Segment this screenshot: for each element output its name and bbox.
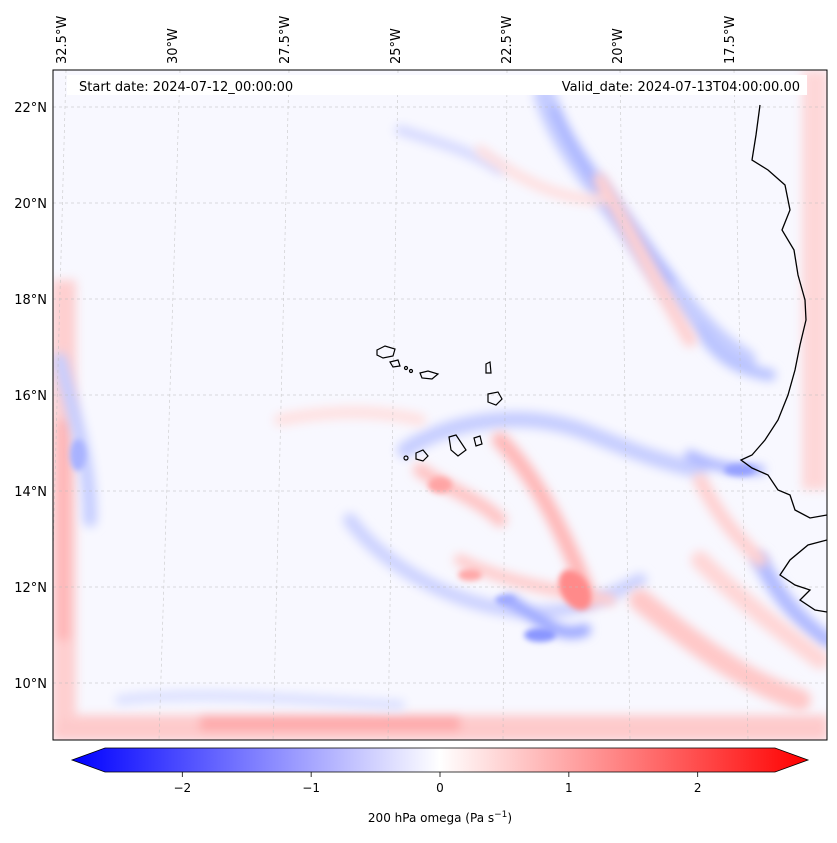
- longitude-labels: 32.5°W 30°W 27.5°W 25°W 22.5°W 20°W 17.5…: [55, 16, 738, 64]
- lat-label: 12°N: [14, 581, 47, 596]
- lat-label: 18°N: [14, 293, 47, 308]
- lat-label: 16°N: [14, 389, 47, 404]
- start-date-label: Start date: 2024-07-12_00:00:00: [79, 80, 293, 95]
- lon-label: 22.5°W: [500, 16, 515, 64]
- map-frame: [52, 69, 828, 741]
- colorbar-tick-label: 2: [694, 781, 702, 795]
- lat-label: 14°N: [14, 485, 47, 500]
- latitude-labels: 22°N 20°N 18°N 16°N 14°N 12°N 10°N: [14, 101, 47, 692]
- colorbar-ticks: −2 −1 0 1 2: [173, 772, 702, 795]
- lat-label: 10°N: [14, 677, 47, 692]
- cape-verde-islands: [376, 345, 503, 462]
- colorbar-tick-label: 0: [436, 781, 444, 795]
- africa-coastline: [739, 104, 827, 613]
- colorbar-tick-label: −2: [173, 781, 191, 795]
- lat-label: 20°N: [14, 197, 47, 212]
- colorbar-bar: [70, 747, 810, 773]
- colorbar-tick-label: 1: [565, 781, 573, 795]
- colorbar-label: 200 hPa omega (Pa s−1): [368, 810, 512, 825]
- lon-label: 25°W: [389, 28, 404, 64]
- lon-label: 32.5°W: [55, 16, 70, 64]
- lon-label: 17.5°W: [723, 16, 738, 64]
- graticule: [53, 70, 827, 740]
- lon-label: 20°W: [611, 28, 626, 64]
- lon-label: 30°W: [166, 28, 181, 64]
- colorbar: −2 −1 0 1 2 200 hPa omega (Pa s−1): [70, 747, 810, 825]
- lon-label: 27.5°W: [278, 16, 293, 64]
- colorbar-tick-label: −1: [302, 781, 320, 795]
- header-strip: [67, 75, 807, 95]
- omega-field: [53, 70, 827, 740]
- lat-label: 22°N: [14, 101, 47, 116]
- valid-date-label: Valid_date: 2024-07-13T04:00:00.00: [562, 80, 800, 95]
